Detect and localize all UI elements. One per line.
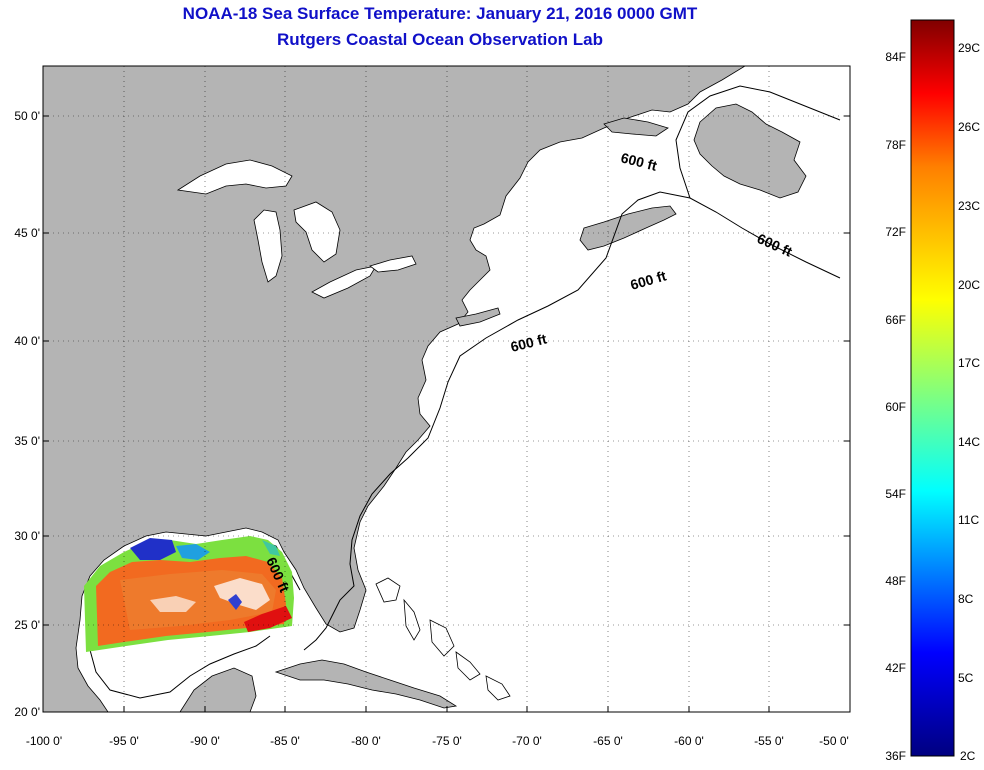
colorbar-label-8c: 8C bbox=[958, 592, 974, 606]
lon-label-65: -65 0' bbox=[593, 734, 623, 748]
isobath-600ft-atlantic bbox=[303, 191, 841, 651]
colorbar-label-29c: 29C bbox=[958, 41, 980, 55]
lat-label-50: 50 0' bbox=[14, 109, 40, 123]
lon-label-100: -100 0' bbox=[26, 734, 62, 748]
anticosti-island bbox=[603, 117, 669, 137]
map-subtitle: Rutgers Coastal Ocean Observation Lab bbox=[277, 30, 603, 49]
lat-label-40: 40 0' bbox=[14, 334, 40, 348]
lat-label-35: 35 0' bbox=[14, 434, 40, 448]
lon-label-80: -80 0' bbox=[351, 734, 381, 748]
colorbar-label-2c: 2C bbox=[960, 749, 976, 763]
lake-superior bbox=[176, 159, 293, 195]
colorbar-label-14c: 14C bbox=[958, 435, 980, 449]
colorbar-label-26c: 26C bbox=[958, 120, 980, 134]
lake-ontario bbox=[369, 255, 417, 273]
sst-gulf-data bbox=[84, 536, 294, 652]
lon-label-60: -60 0' bbox=[674, 734, 704, 748]
colorbar-label-11c: 11C bbox=[958, 513, 979, 527]
lon-label-90: -90 0' bbox=[190, 734, 220, 748]
lon-label-85: -85 0' bbox=[270, 734, 300, 748]
axis-ticks bbox=[43, 115, 850, 712]
lat-label-25: 25 0' bbox=[14, 618, 40, 632]
lon-label-55: -55 0' bbox=[754, 734, 784, 748]
isobath-600ft-newfoundland bbox=[675, 85, 841, 199]
colorbar-label-42f: 42F bbox=[885, 661, 906, 675]
lon-label-95: -95 0' bbox=[109, 734, 139, 748]
lon-label-50: -50 0' bbox=[819, 734, 849, 748]
lat-label-30: 30 0' bbox=[14, 529, 40, 543]
cuba-land bbox=[274, 659, 458, 709]
colorbar-label-5c: 5C bbox=[958, 671, 974, 685]
colorbar-label-54f: 54F bbox=[885, 487, 906, 501]
nova-scotia-land bbox=[579, 205, 677, 251]
colorbar-gradient bbox=[910, 19, 955, 757]
colorbar-label-60f: 60F bbox=[885, 400, 906, 414]
long-island bbox=[455, 307, 501, 327]
colorbar-label-36f: 36F bbox=[885, 749, 906, 763]
colorbar-label-23c: 23C bbox=[958, 199, 980, 213]
bahamas-islands bbox=[375, 577, 511, 701]
colorbar-label-17c: 17C bbox=[958, 356, 980, 370]
lat-label-20: 20 0' bbox=[14, 705, 40, 719]
lon-label-70: -70 0' bbox=[512, 734, 542, 748]
lon-label-75: -75 0' bbox=[432, 734, 462, 748]
newfoundland-land bbox=[693, 103, 807, 199]
lake-michigan bbox=[253, 209, 283, 283]
map-title: NOAA-18 Sea Surface Temperature: January… bbox=[182, 4, 698, 23]
yucatan-land bbox=[179, 667, 257, 712]
colorbar-label-72f: 72F bbox=[885, 225, 906, 239]
north-america-land bbox=[43, 66, 746, 712]
lake-huron bbox=[293, 201, 341, 263]
colorbar-label-20c: 20C bbox=[958, 278, 980, 292]
colorbar-label-66f: 66F bbox=[885, 313, 906, 327]
colorbar-label-84f: 84F bbox=[885, 50, 906, 64]
lat-label-45: 45 0' bbox=[14, 226, 40, 240]
lake-erie bbox=[311, 265, 377, 299]
colorbar-label-48f: 48F bbox=[885, 574, 906, 588]
colorbar-label-78f: 78F bbox=[885, 138, 906, 152]
